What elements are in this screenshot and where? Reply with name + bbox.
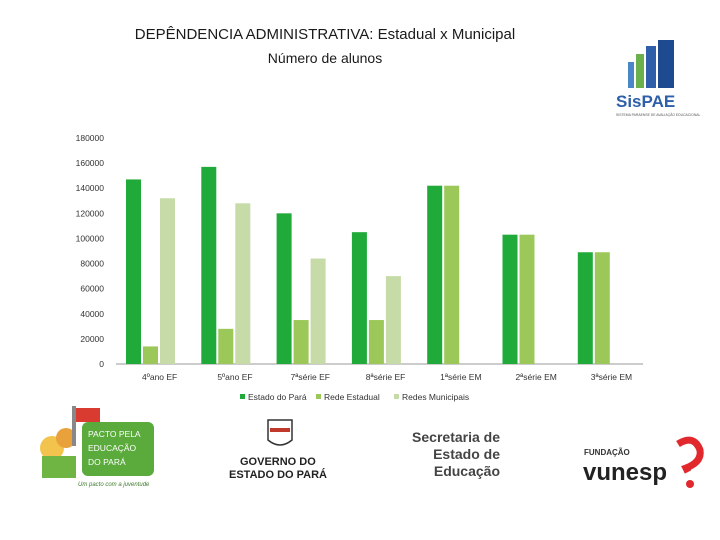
y-tick-label: 40000 [80,309,104,319]
pacto-line: PACTO PELA [88,429,141,439]
pacto-slogan: Um pacto com a juventude [78,482,150,488]
bar-estado-do-pará [201,166,217,364]
governo-line: GOVERNO DO [240,456,316,468]
x-tick-label: 7ªsérie EF [290,372,330,382]
governo-line: ESTADO DO PARÁ [229,468,327,481]
y-tick-label: 140000 [76,183,105,193]
bar-rede-estadual [293,320,309,364]
bar-estado-do-pará [577,252,593,364]
pacto-line: EDUCAÇÃO [88,443,137,453]
bar-estado-do-pará [502,234,518,364]
pacto-line: DO PARÁ [88,457,126,467]
secretaria-line: Estado de [433,446,500,462]
sispae-bar [646,46,656,88]
x-tick-label: 3ªsérie EM [591,372,632,382]
legend-swatch [316,394,321,399]
bar-estado-do-pará [276,213,292,364]
coat-of-arms-icon [267,419,293,446]
sispae-logo: SisPAE SISTEMA PARAENSE DE AVALIAÇÃO EDU… [616,40,701,117]
x-tick-label: 5ºano EF [217,372,252,382]
bar-rede-estadual [143,346,158,364]
child-figure-icon [56,428,76,448]
bar-estado-do-pará [126,179,141,364]
secretaria-line: Educação [434,463,500,479]
vunesp-logo: FUNDAÇÃO vunesp [583,436,704,488]
vunesp-label: FUNDAÇÃO [584,448,630,457]
legend-label: Estado do Pará [248,392,307,402]
sispae-bar [628,62,634,88]
secretaria-line: Secretaria de [412,429,500,445]
bar-rede-estadual [218,328,234,364]
governo-logo: GOVERNO DO ESTADO DO PARÁ [229,419,327,481]
y-tick-label: 100000 [76,233,105,243]
chart-title: DEPÊNDENCIA ADMINISTRATIVA: Estadual x M… [134,26,516,43]
secretaria-logo: Secretaria de Estado de Educação [412,429,500,479]
bar-redes-municipais [160,198,175,364]
bar-rede-estadual [444,185,460,364]
x-tick-label: 1ªsérie EM [440,372,481,382]
y-tick-label: 180000 [76,133,105,143]
legend-swatch [240,394,245,399]
bar-rede-estadual [368,320,384,364]
pacto-badge [82,422,154,476]
y-tick-label: 80000 [80,259,104,269]
y-tick-label: 60000 [80,284,104,294]
vunesp-mark-icon [676,436,704,474]
chart-subtitle: Número de alunos [267,50,383,66]
x-tick-label: 8ªsérie EF [366,372,406,382]
y-tick-label: 160000 [76,158,105,168]
vunesp-name: vunesp [583,459,667,486]
vunesp-dot-icon [686,480,694,488]
flag-pole-icon [72,406,76,446]
x-tick-label: 4ºano EF [142,372,177,382]
legend-label: Rede Estadual [324,392,380,402]
sispae-bar [636,54,644,88]
child-figure-icon [42,456,76,478]
flag-icon [76,408,100,422]
x-tick-label: 2ªsérie EM [515,372,556,382]
chart-legend: Estado do Pará Rede Estadual Redes Municip… [240,392,469,402]
bar-rede-estadual [594,252,610,364]
bar-estado-do-pará [427,185,443,364]
pacto-logo: PACTO PELA EDUCAÇÃO DO PARÁ Um pacto com… [32,404,160,488]
chart-bars [126,166,610,364]
bar-rede-estadual [519,234,535,364]
sispae-tagline: SISTEMA PARAENSE DE AVALIAÇÃO EDUCACIONA… [616,112,701,117]
y-tick-label: 120000 [76,208,105,218]
legend-label: Redes Municipais [402,392,469,402]
bar-redes-municipais [385,276,401,364]
bar-estado-do-pará [351,232,367,364]
chart-axes: 180000 160000 140000 120000 100000 80000 60000… [76,133,644,382]
sispae-bar [658,40,674,88]
legend-swatch [394,394,399,399]
bar-redes-municipais [310,258,326,364]
y-tick-label: 0 [99,359,104,369]
y-tick-label: 20000 [80,334,104,344]
sispae-name: SisPAE [616,92,675,111]
bar-redes-municipais [235,203,251,364]
